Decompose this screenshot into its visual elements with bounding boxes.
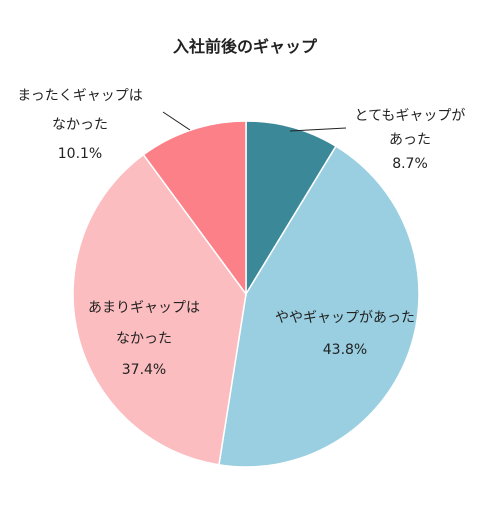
slice-value-label-2: 43.8% — [323, 342, 367, 358]
slice-name-label-1: とてもギャップが — [355, 108, 466, 124]
leader-line-4 — [162, 111, 191, 131]
pie-slice-2 — [218, 145, 420, 468]
slice-name-label-3: あまりギャップは — [88, 300, 200, 316]
pie-slice-3 — [72, 153, 247, 466]
slice-labels: とてもギャップがあった8.7%ややギャップがあった43.8%あまりギャップはなか… — [17, 88, 465, 378]
slice-name-label-3: なかった — [116, 331, 172, 347]
leader-lines — [162, 111, 347, 132]
pie-slice-4 — [142, 120, 247, 297]
pie-slices — [72, 120, 420, 468]
slice-value-label-4: 10.1% — [58, 146, 102, 162]
pie-slice-1 — [245, 120, 337, 297]
slice-value-label-1: 8.7% — [392, 156, 428, 172]
slice-name-label-1: あった — [389, 132, 431, 148]
leader-line-1 — [289, 127, 347, 132]
slice-name-label-4: なかった — [52, 117, 108, 133]
slice-name-label-2: ややギャップがあった — [275, 310, 415, 326]
slice-name-label-4: まったくギャップは — [17, 88, 142, 104]
chart-title: 入社前後のギャップ — [173, 37, 318, 56]
slice-value-label-3: 37.4% — [122, 362, 166, 378]
